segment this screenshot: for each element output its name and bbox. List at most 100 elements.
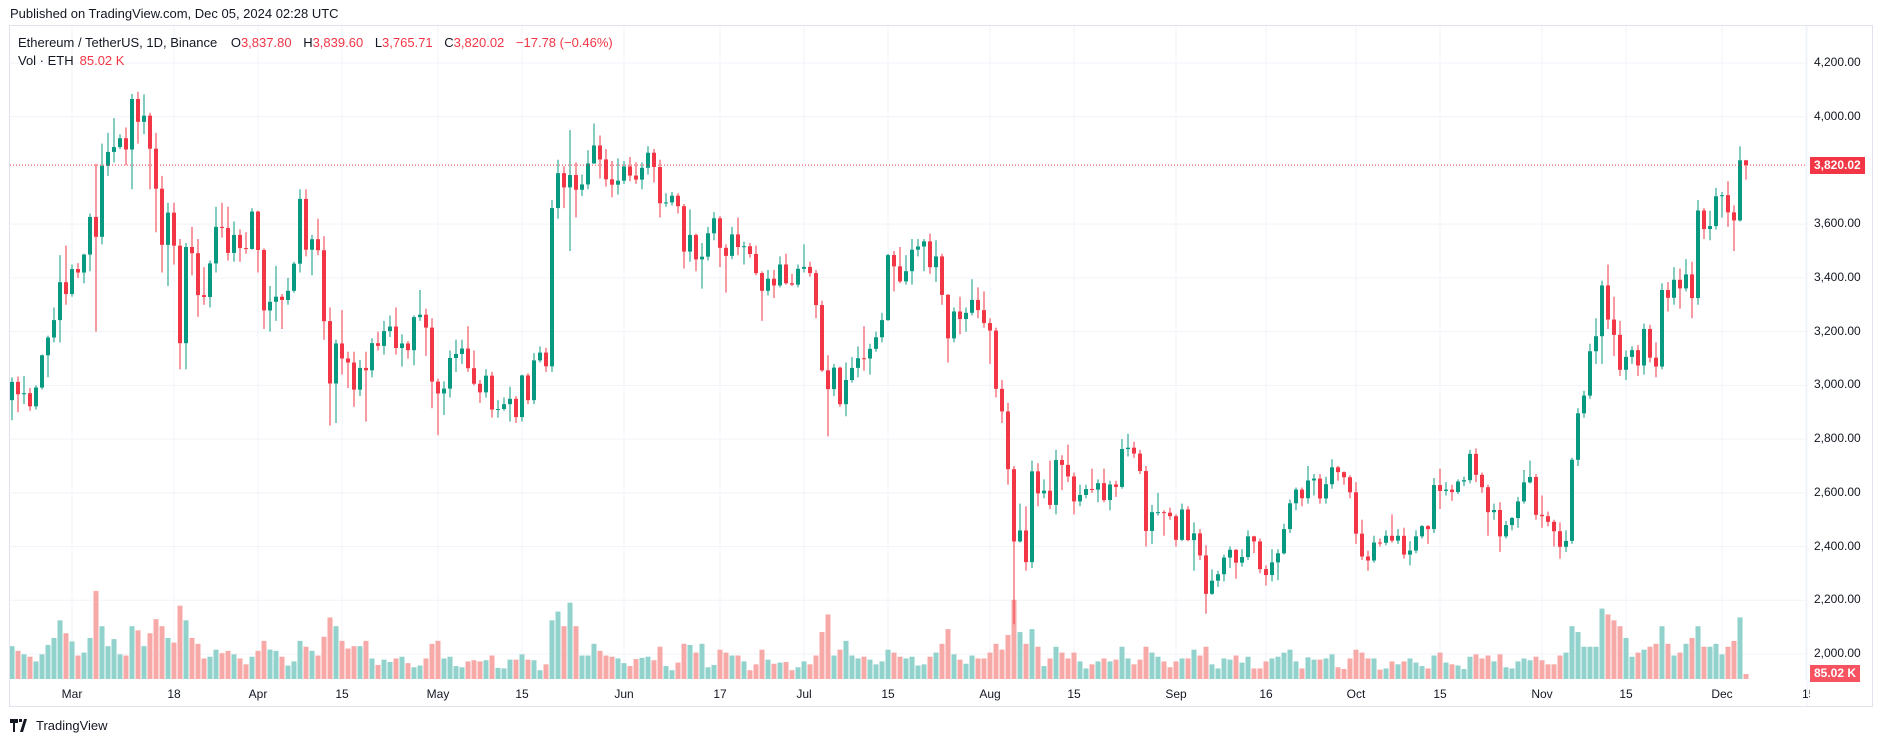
volume-label[interactable]: Vol · ETH (18, 53, 74, 68)
volume-bar (1299, 668, 1305, 679)
volume-bar (1389, 661, 1395, 679)
volume-bar (1257, 668, 1263, 679)
published-caption: Published on TradingView.com, Dec 05, 20… (10, 6, 339, 21)
open-label: O (230, 35, 241, 50)
candle-body (988, 323, 992, 331)
low-value: 3,765.71 (382, 35, 433, 50)
volume-bar (999, 649, 1005, 679)
candle-body (994, 330, 998, 389)
candle-body (1528, 476, 1532, 483)
date-tick-label: 15 (1619, 687, 1633, 701)
candle-body (826, 370, 830, 390)
volume-bar (993, 643, 999, 679)
volume-bar (243, 664, 249, 679)
date-tick-label: 15 (1433, 687, 1447, 701)
candle-body (598, 145, 602, 160)
volume-bar (1653, 643, 1659, 679)
candle-body (1594, 336, 1598, 352)
candle-body (88, 216, 92, 255)
date-tick-label: 18 (167, 687, 181, 701)
volume-bar (849, 655, 855, 679)
volume-bar (1443, 662, 1449, 679)
candle-body (1060, 460, 1064, 465)
volume-bar (1167, 667, 1173, 679)
candle-body (1066, 464, 1070, 477)
candle-body (1288, 503, 1292, 530)
price-tick-label: 4,200.00 (1814, 55, 1861, 69)
candle-body (604, 159, 608, 180)
candle-body (1396, 535, 1400, 541)
candle-body (544, 352, 548, 367)
candle-body (352, 362, 356, 390)
candle-body (838, 367, 842, 405)
candle-body (1666, 290, 1670, 298)
volume-bar (933, 652, 939, 679)
candle-body (304, 198, 308, 250)
symbol-title[interactable]: Ethereum / TetherUS, 1D, Binance (18, 35, 218, 50)
candle-body (766, 278, 770, 291)
candle-body (1162, 512, 1166, 514)
candle-body (1378, 542, 1382, 544)
date-tick-label: Jul (796, 687, 812, 701)
volume-bar (651, 660, 657, 679)
volume-bar (783, 661, 789, 679)
volume-bar (1239, 662, 1245, 679)
volume-bar (741, 661, 747, 679)
candle-body (376, 343, 380, 346)
volume-bar (15, 650, 21, 679)
volume-bar (645, 656, 651, 679)
candle-body (712, 218, 716, 234)
candle-body (964, 312, 968, 320)
volume-bar (405, 663, 411, 679)
volume-bar (633, 659, 639, 679)
date-tick-label: 15 (1067, 687, 1081, 701)
candle-body (784, 264, 788, 284)
candle-body (694, 234, 698, 260)
candle-body (1390, 535, 1394, 541)
volume-bar (171, 642, 177, 679)
candle-body (1366, 556, 1370, 561)
volume-bar (1551, 664, 1557, 679)
volume-bar (1359, 652, 1365, 679)
volume-bar (687, 644, 693, 679)
price-tick-label: 4,000.00 (1814, 108, 1861, 123)
volume-bar (1197, 655, 1203, 679)
date-tick-label: Dec (1711, 687, 1733, 701)
volume-bar (1227, 659, 1233, 679)
volume-bar (1371, 658, 1377, 679)
candle-body (1360, 533, 1364, 557)
candle-body (1096, 483, 1100, 490)
volume-bar (333, 626, 339, 679)
volume-bar (225, 650, 231, 679)
volume-bar (789, 670, 795, 679)
volume-bar (1143, 646, 1149, 679)
candles (10, 91, 1748, 625)
candle-body (940, 256, 944, 295)
volume-bar (891, 652, 897, 679)
volume-bar (1203, 646, 1209, 679)
volume-bar (489, 655, 495, 679)
volume-bar (1719, 654, 1725, 679)
volume-bar (1179, 658, 1185, 679)
candle-body (568, 175, 572, 188)
volume-bar (1521, 658, 1527, 679)
candle-body (358, 367, 362, 390)
candle-body (1318, 478, 1322, 499)
volume-bar (195, 643, 201, 679)
volume-value: 85.02 K (79, 53, 125, 68)
candle-body (640, 167, 644, 180)
candle-body (1192, 533, 1196, 541)
volume-bar (657, 646, 663, 679)
candle-body (916, 246, 920, 250)
tradingview-logo[interactable]: TradingView (10, 718, 108, 733)
candle-body (1696, 210, 1700, 299)
candle-body (592, 145, 596, 164)
candle-body (1582, 395, 1586, 414)
volume-bar (495, 667, 501, 679)
volume-bar (327, 617, 333, 679)
candle-body (1600, 285, 1604, 337)
candle-body (670, 195, 674, 203)
candle-body (922, 241, 926, 247)
candle-body (1150, 512, 1154, 531)
